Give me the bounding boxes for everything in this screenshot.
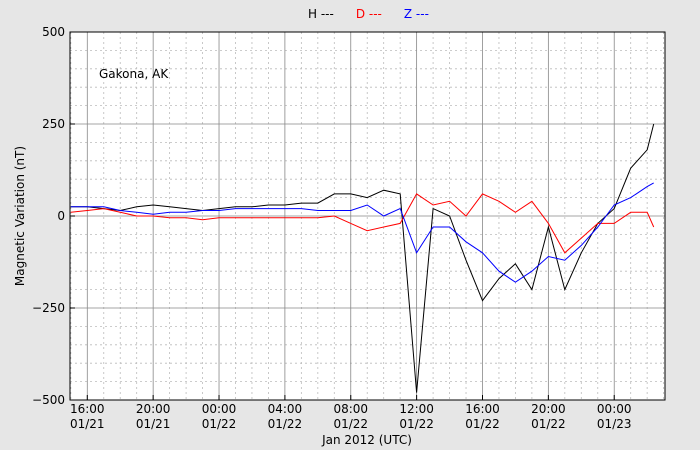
y-axis-label: Magnetic Variation (nT) [13, 146, 27, 286]
x-tick-label: 08:00 01/22 [333, 402, 368, 431]
x-tick-label: 00:00 01/22 [202, 402, 237, 431]
x-axis-label: Jan 2012 (UTC) [321, 433, 412, 447]
legend-entry: H --- [308, 7, 334, 21]
x-tick-label: 16:00 01/22 [465, 402, 500, 431]
series-line [70, 182, 654, 283]
x-tick-label: 04:00 01/22 [268, 402, 303, 431]
x-tick-label: 20:00 01/22 [531, 402, 566, 431]
y-tick-label: 500 [42, 25, 65, 39]
legend-entry: Z --- [404, 7, 429, 21]
y-tick-label: −250 [32, 301, 65, 315]
x-tick-label: 16:00 01/21 [70, 402, 105, 431]
x-tick-label: 00:00 01/23 [597, 402, 632, 431]
x-tick-label: 20:00 01/21 [136, 402, 171, 431]
x-tick-label: 12:00 01/22 [399, 402, 434, 431]
series-line [70, 123, 655, 393]
y-tick-label: 0 [57, 209, 65, 223]
y-tick-label: 250 [42, 117, 65, 131]
series-line [70, 193, 655, 254]
y-tick-label: −500 [32, 393, 65, 407]
annotation: Gakona, AK [99, 67, 169, 81]
legend-entry: D --- [356, 7, 382, 21]
